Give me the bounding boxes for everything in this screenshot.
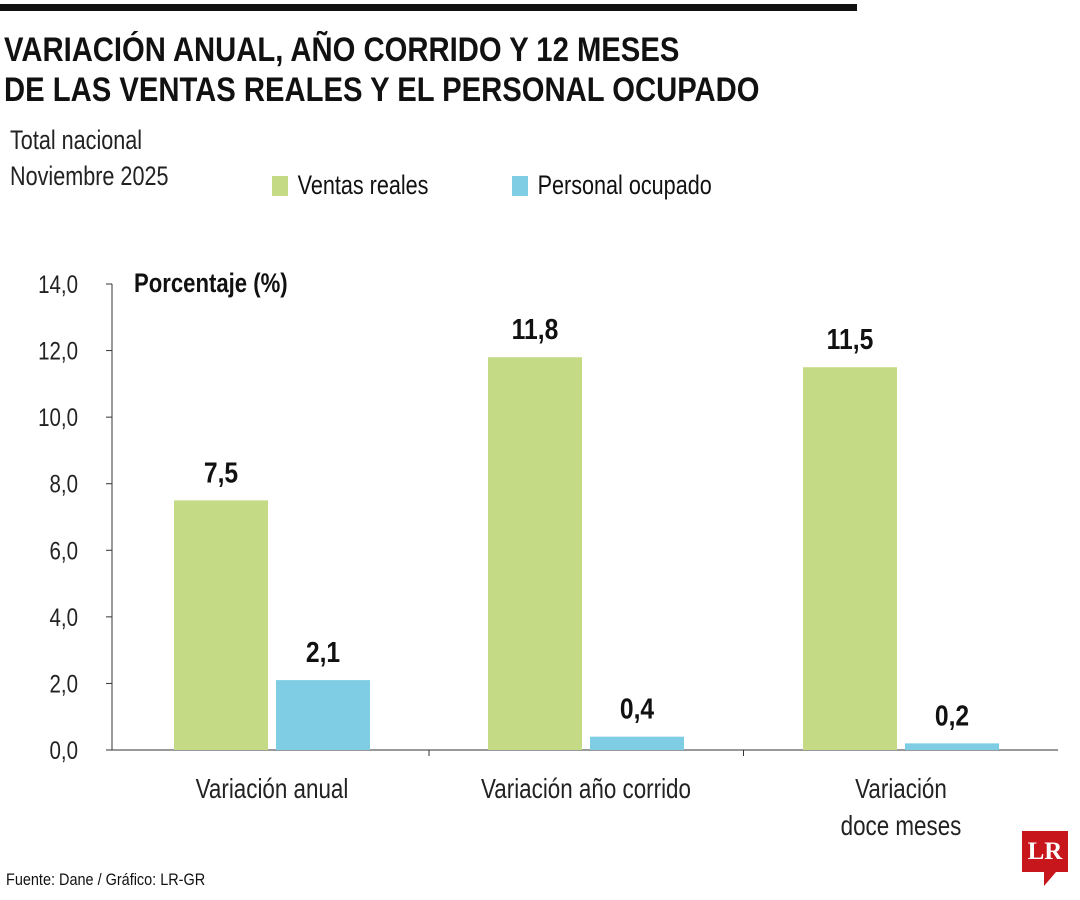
x-tick-label: doce meses	[841, 811, 962, 842]
y-tick-label: 0,0	[50, 736, 78, 764]
data-label: 7,5	[204, 456, 238, 488]
x-tick-label: Variación	[855, 774, 947, 805]
bar-personal	[276, 680, 370, 750]
title-line: VARIACIÓN ANUAL, AÑO CORRIDO Y 12 MESES	[4, 31, 680, 69]
bar-personal	[905, 743, 999, 750]
y-tick-label: 10,0	[38, 403, 78, 431]
y-axis-label: Porcentaje (%)	[134, 269, 288, 299]
subtitle-line: Noviembre 2025	[10, 161, 169, 191]
bar-ventas	[488, 357, 582, 750]
bar-ventas	[174, 500, 268, 750]
y-tick-label: 2,0	[50, 669, 78, 697]
chart-subtitle: Total nacional Noviembre 2025	[10, 122, 169, 194]
y-tick-label: 8,0	[50, 470, 78, 498]
source-note: Fuente: Dane / Gráfico: LR-GR	[6, 870, 206, 889]
legend-swatch	[512, 175, 528, 196]
legend-label: Ventas reales	[297, 170, 429, 200]
chart-title: VARIACIÓN ANUAL, AÑO CORRIDO Y 12 MESES …	[4, 30, 760, 110]
y-tick-label: 12,0	[38, 337, 78, 365]
title-line: DE LAS VENTAS REALES Y EL PERSONAL OCUPA…	[4, 71, 760, 109]
data-label: 11,5	[827, 323, 874, 355]
subtitle-line: Total nacional	[10, 125, 143, 155]
data-label: 2,1	[306, 636, 340, 668]
bar-ventas	[803, 367, 897, 750]
legend-swatch	[272, 175, 288, 196]
legend-item-ventas: Ventas reales	[272, 170, 428, 201]
legend-item-personal: Personal ocupado	[512, 170, 712, 201]
bar-personal	[590, 736, 684, 750]
y-tick-label: 4,0	[50, 603, 78, 631]
data-label: 0,2	[935, 699, 969, 731]
x-tick-label: Variación año corrido	[481, 774, 691, 805]
data-label: 0,4	[620, 693, 654, 725]
y-tick-label: 6,0	[50, 536, 78, 564]
y-tick-label: 14,0	[38, 270, 78, 298]
lr-logo: LR	[1022, 831, 1068, 886]
data-label: 11,8	[512, 313, 559, 345]
x-tick-label: Variación anual	[196, 774, 349, 805]
legend-label: Personal ocupado	[537, 170, 712, 200]
top-rule	[0, 4, 857, 11]
